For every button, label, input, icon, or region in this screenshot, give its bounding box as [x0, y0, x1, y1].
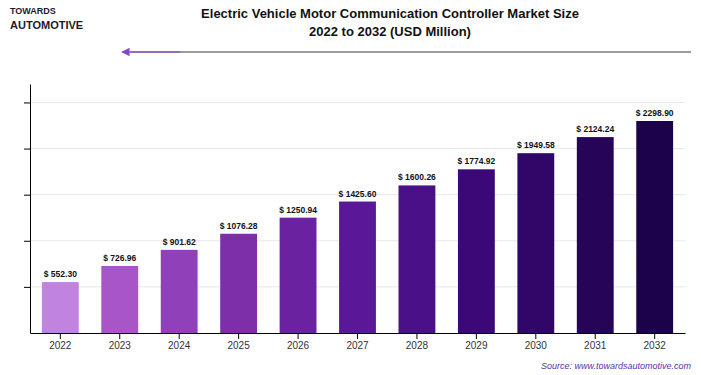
y-tick-mark	[24, 102, 30, 103]
bar	[517, 153, 554, 333]
x-tick: 2031	[584, 333, 607, 351]
annotation: TOWARDS	[10, 6, 56, 16]
x-tick-label: 2024	[168, 340, 191, 351]
y-tick-mark	[24, 287, 30, 288]
bar	[161, 250, 198, 333]
y-axis-line	[30, 85, 31, 334]
x-tick-label: 2022	[49, 340, 72, 351]
x-tick: 2022	[49, 333, 72, 351]
chart-svg: Electric Vehicle Motor Communication Con…	[0, 0, 701, 375]
bar	[458, 169, 495, 333]
x-tick-label: 2031	[584, 340, 607, 351]
data-label: $ 1076.28	[220, 221, 258, 231]
x-tick-mark	[238, 333, 239, 339]
x-tick-mark	[357, 333, 358, 339]
y-tick	[24, 149, 30, 150]
bar	[42, 282, 79, 333]
x-tick-mark	[179, 333, 180, 339]
y-tick	[24, 195, 30, 196]
title-arrow	[122, 51, 180, 52]
data-label: $ 2298.90	[636, 108, 674, 118]
data-label: $ 726.96	[103, 253, 136, 263]
x-tick-label: 2030	[525, 340, 548, 351]
x-tick-mark	[119, 333, 120, 339]
grid-line	[30, 102, 685, 103]
bar	[220, 234, 257, 333]
title-rule	[130, 52, 691, 53]
x-tick: 2024	[168, 333, 191, 351]
annotation: AUTOMOTIVE	[10, 19, 83, 31]
x-axis: 2022 2023 2024 2025 2026 2027 2028 2029 2030 2031…	[31, 333, 686, 351]
source: Source: www.towardsautomotive.com	[541, 361, 692, 371]
data-label: $ 552.30	[44, 269, 77, 279]
x-tick: 2025	[228, 333, 251, 351]
x-tick: 2026	[287, 333, 310, 351]
bar	[101, 266, 138, 333]
x-tick-mark	[60, 333, 61, 339]
x-tick: 2028	[406, 333, 429, 351]
data-label: $ 1600.26	[398, 172, 436, 182]
plot: 2022 2023 2024 2025 2026 2027 2028 2029 2030 2031…	[24, 85, 686, 352]
x-tick-label: 2028	[406, 340, 429, 351]
data-label: $ 1250.94	[279, 205, 317, 215]
subtitle: 2022 to 2032 (USD Million)	[309, 24, 471, 39]
y-tick-mark	[24, 241, 30, 242]
bar	[339, 202, 376, 333]
data-label: $ 1425.60	[339, 189, 377, 199]
y-tick	[24, 241, 30, 242]
x-tick: 2032	[644, 333, 667, 351]
bar	[577, 137, 614, 333]
y-tick	[24, 102, 30, 103]
x-tick: 2029	[465, 333, 488, 351]
data-label: $ 901.62	[163, 237, 196, 247]
title: Electric Vehicle Motor Communication Con…	[201, 6, 579, 21]
bar	[636, 121, 673, 333]
y-axis	[24, 85, 31, 334]
x-tick: 2027	[346, 333, 369, 351]
x-tick: 2030	[525, 333, 548, 351]
x-tick-label: 2026	[287, 340, 310, 351]
x-tick-label: 2029	[465, 340, 488, 351]
x-tick-mark	[654, 333, 655, 339]
y-tick-mark	[24, 149, 30, 150]
y-tick-mark	[24, 195, 30, 196]
bar	[399, 185, 436, 333]
x-tick-label: 2027	[346, 340, 369, 351]
x-tick-label: 2032	[644, 340, 667, 351]
x-tick-mark	[595, 333, 596, 339]
bars	[42, 121, 673, 333]
x-tick-mark	[535, 333, 536, 339]
y-tick	[24, 287, 30, 288]
x-tick-mark	[476, 333, 477, 339]
x-tick: 2023	[109, 333, 132, 351]
x-tick-mark	[416, 333, 417, 339]
data-label: $ 1949.58	[517, 140, 555, 150]
data-label: $ 2124.24	[576, 124, 614, 134]
data-label: $ 1774.92	[457, 156, 495, 166]
x-tick-label: 2023	[109, 340, 132, 351]
data-labels: $ 552.30 $ 726.96 $ 901.62 $ 1076.28 $ 1250.…	[44, 108, 674, 279]
bar	[280, 218, 317, 333]
x-tick-label: 2025	[228, 340, 251, 351]
x-tick-mark	[298, 333, 299, 339]
